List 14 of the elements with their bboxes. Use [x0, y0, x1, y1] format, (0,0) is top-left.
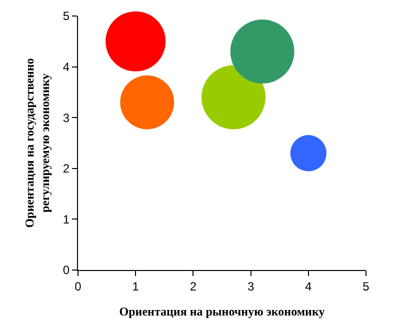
y-tick-label: 1 [62, 212, 70, 226]
x-tick-label: 1 [132, 279, 140, 294]
x-tick-label: 5 [362, 279, 370, 294]
y-tick-label: 3 [62, 110, 70, 125]
y-tick-label: 4 [62, 60, 70, 74]
x-tick-label: 4 [305, 279, 312, 294]
y-tick-label: 5 [62, 9, 70, 24]
y-tick-label: 0 [62, 263, 70, 278]
y-axis-title: Ориентация на государственно регулируемую экономику [22, 58, 52, 228]
x-tick-label: 2 [190, 279, 197, 294]
y-tick-label: 2 [62, 162, 70, 176]
x-tick-label: 0 [74, 279, 82, 294]
x-axis-title: Ориентация на рыночную экономику [119, 304, 325, 318]
x-tick-label: 3 [247, 279, 254, 294]
